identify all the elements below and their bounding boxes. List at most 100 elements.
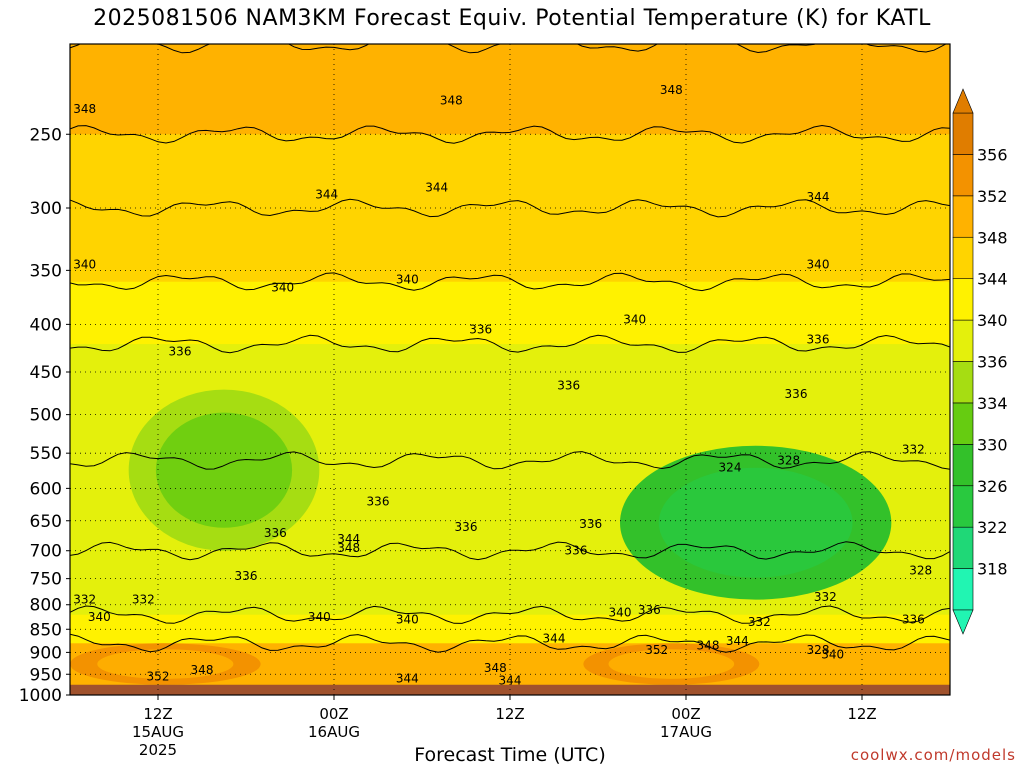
contour-label: 336 [557, 378, 580, 392]
contour-label: 340 [609, 605, 632, 619]
contour-label: 332 [814, 590, 837, 604]
colorbar-segment [952, 485, 974, 528]
site-credit[interactable]: coolwx.com/models [850, 746, 1016, 764]
colorbar-segment [952, 195, 974, 238]
y-tick-label: 550 [30, 444, 62, 464]
contour-label: 340 [821, 648, 844, 662]
colorbar-label: 326 [977, 477, 1008, 496]
y-tick-label: 1000 [19, 686, 62, 706]
contour-line-6 [70, 541, 950, 561]
contour-line-2 [70, 198, 950, 218]
contour-label: 352 [645, 643, 668, 657]
contour-label: 336 [235, 569, 258, 583]
region-core-surface-warm-15aug [97, 649, 234, 679]
colorbar-top-arrow [952, 88, 974, 114]
contour-label: 344 [425, 180, 448, 194]
x-tick-label: 12Z [495, 705, 524, 723]
region-core-surface-warm-17aug [608, 649, 735, 679]
colorbar-label: 348 [977, 228, 1008, 247]
contour-label: 340 [308, 610, 331, 624]
y-tick-label: 600 [30, 479, 62, 499]
colorbar-segment [952, 319, 974, 362]
y-tick-label: 700 [30, 542, 62, 562]
contour-label: 336 [638, 603, 661, 617]
contour-label: 336 [579, 517, 602, 531]
colorbar-segment [952, 236, 974, 279]
colorbar-segment [952, 444, 974, 487]
contour-label: 328 [807, 643, 830, 657]
plot-frame [69, 43, 951, 696]
x-tick-label: 12Z [143, 705, 172, 723]
contour-label: 336 [785, 387, 808, 401]
contour-label: 340 [396, 613, 419, 627]
contour-line-0 [70, 44, 947, 54]
contour-label: 336 [264, 526, 287, 540]
colorbar-segment [952, 278, 974, 321]
region-core-dry-pocket-15aug [155, 412, 293, 528]
x-tick-label: 2025 [139, 741, 177, 759]
y-tick-label: 850 [30, 620, 62, 640]
colorbar: 318 322 326 330 334 336 340 344 348 352 356 [952, 88, 1008, 635]
contour-line-8 [70, 633, 950, 653]
y-tick-label: 650 [30, 512, 62, 532]
y-tick-label: 500 [30, 406, 62, 426]
contour-line-1 [70, 124, 950, 144]
y-tick-label: 400 [30, 315, 62, 335]
colorbar-label: 334 [977, 394, 1008, 413]
colorbar-label: 356 [977, 145, 1008, 164]
contour-label: 348 [440, 94, 463, 108]
contour-label: 340 [396, 272, 419, 286]
contour-label: 328 [777, 453, 800, 467]
contour-label: 340 [88, 610, 111, 624]
colorbar-label: 340 [977, 311, 1008, 330]
contour-label: 336 [169, 345, 192, 359]
contour-label: 328 [909, 563, 932, 577]
contour-label: 340 [623, 312, 646, 326]
x-tick-label: 00Z [671, 705, 700, 723]
contour-label: 344 [396, 671, 419, 685]
contour-label: 332 [132, 593, 155, 607]
contour-label: 344 [499, 674, 522, 688]
colorbar-label: 330 [977, 435, 1008, 454]
contour-label: 340 [807, 258, 830, 272]
region-core-moist-pocket-16aug [658, 467, 853, 578]
contour-label: 340 [271, 280, 294, 294]
axes: 250 300 350 400 450 500 550 600 650 700 750 800 850 9… [19, 43, 951, 759]
colorbar-label: 344 [977, 270, 1008, 289]
colorbar-segment [952, 154, 974, 197]
contour-label: 348 [484, 661, 507, 675]
contour-label: 348 [73, 102, 96, 116]
colorbar-bottom-arrow [952, 609, 974, 635]
contour-label: 352 [147, 669, 170, 683]
x-tick-label: 16AUG [308, 723, 360, 741]
contour-label: 348 [697, 639, 720, 653]
colorbar-segment [952, 568, 974, 611]
contour-label: 336 [807, 332, 830, 346]
contour-label: 336 [902, 613, 925, 627]
y-tick-label: 350 [30, 261, 62, 281]
contour-line-5 [70, 451, 950, 470]
contour-line-4 [70, 334, 950, 354]
y-tick-label: 300 [30, 199, 62, 219]
grid [70, 44, 950, 695]
colorbar-label: 318 [977, 560, 1008, 579]
contour-label: 336 [367, 495, 390, 509]
contour-label: 332 [748, 615, 771, 629]
colorbar-label: 336 [977, 353, 1008, 372]
x-tick-label: 17AUG [660, 723, 712, 741]
colorbar-label: 322 [977, 518, 1008, 537]
contour-label: 332 [73, 593, 96, 607]
contour-label: 344 [807, 190, 830, 204]
chart-title: 2025081506 NAM3KM Forecast Equiv. Potent… [93, 6, 931, 31]
y-tick-label: 450 [30, 363, 62, 383]
x-tick-label: 15AUG [132, 723, 184, 741]
contour-label: 336 [469, 322, 492, 336]
contour-label: 348 [191, 663, 214, 677]
y-tick-label: 900 [30, 643, 62, 663]
contour-label: 348 [660, 83, 683, 97]
contour-line-7 [70, 605, 950, 624]
y-tick-label: 950 [30, 665, 62, 685]
contour-label: 344 [337, 532, 360, 546]
contour-label: 348 [337, 541, 360, 555]
